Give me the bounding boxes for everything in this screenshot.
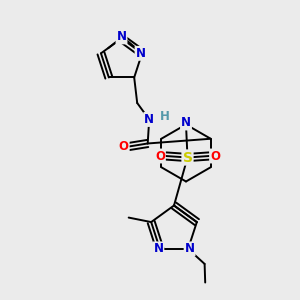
Text: H: H (160, 110, 170, 123)
Text: N: N (136, 47, 146, 60)
Text: O: O (210, 149, 220, 163)
Text: O: O (119, 140, 129, 153)
Text: N: N (116, 30, 127, 44)
Text: N: N (181, 116, 191, 130)
Text: N: N (184, 242, 195, 255)
Text: S: S (182, 151, 193, 164)
Text: O: O (155, 149, 165, 163)
Text: N: N (153, 242, 164, 255)
Text: N: N (144, 113, 154, 126)
